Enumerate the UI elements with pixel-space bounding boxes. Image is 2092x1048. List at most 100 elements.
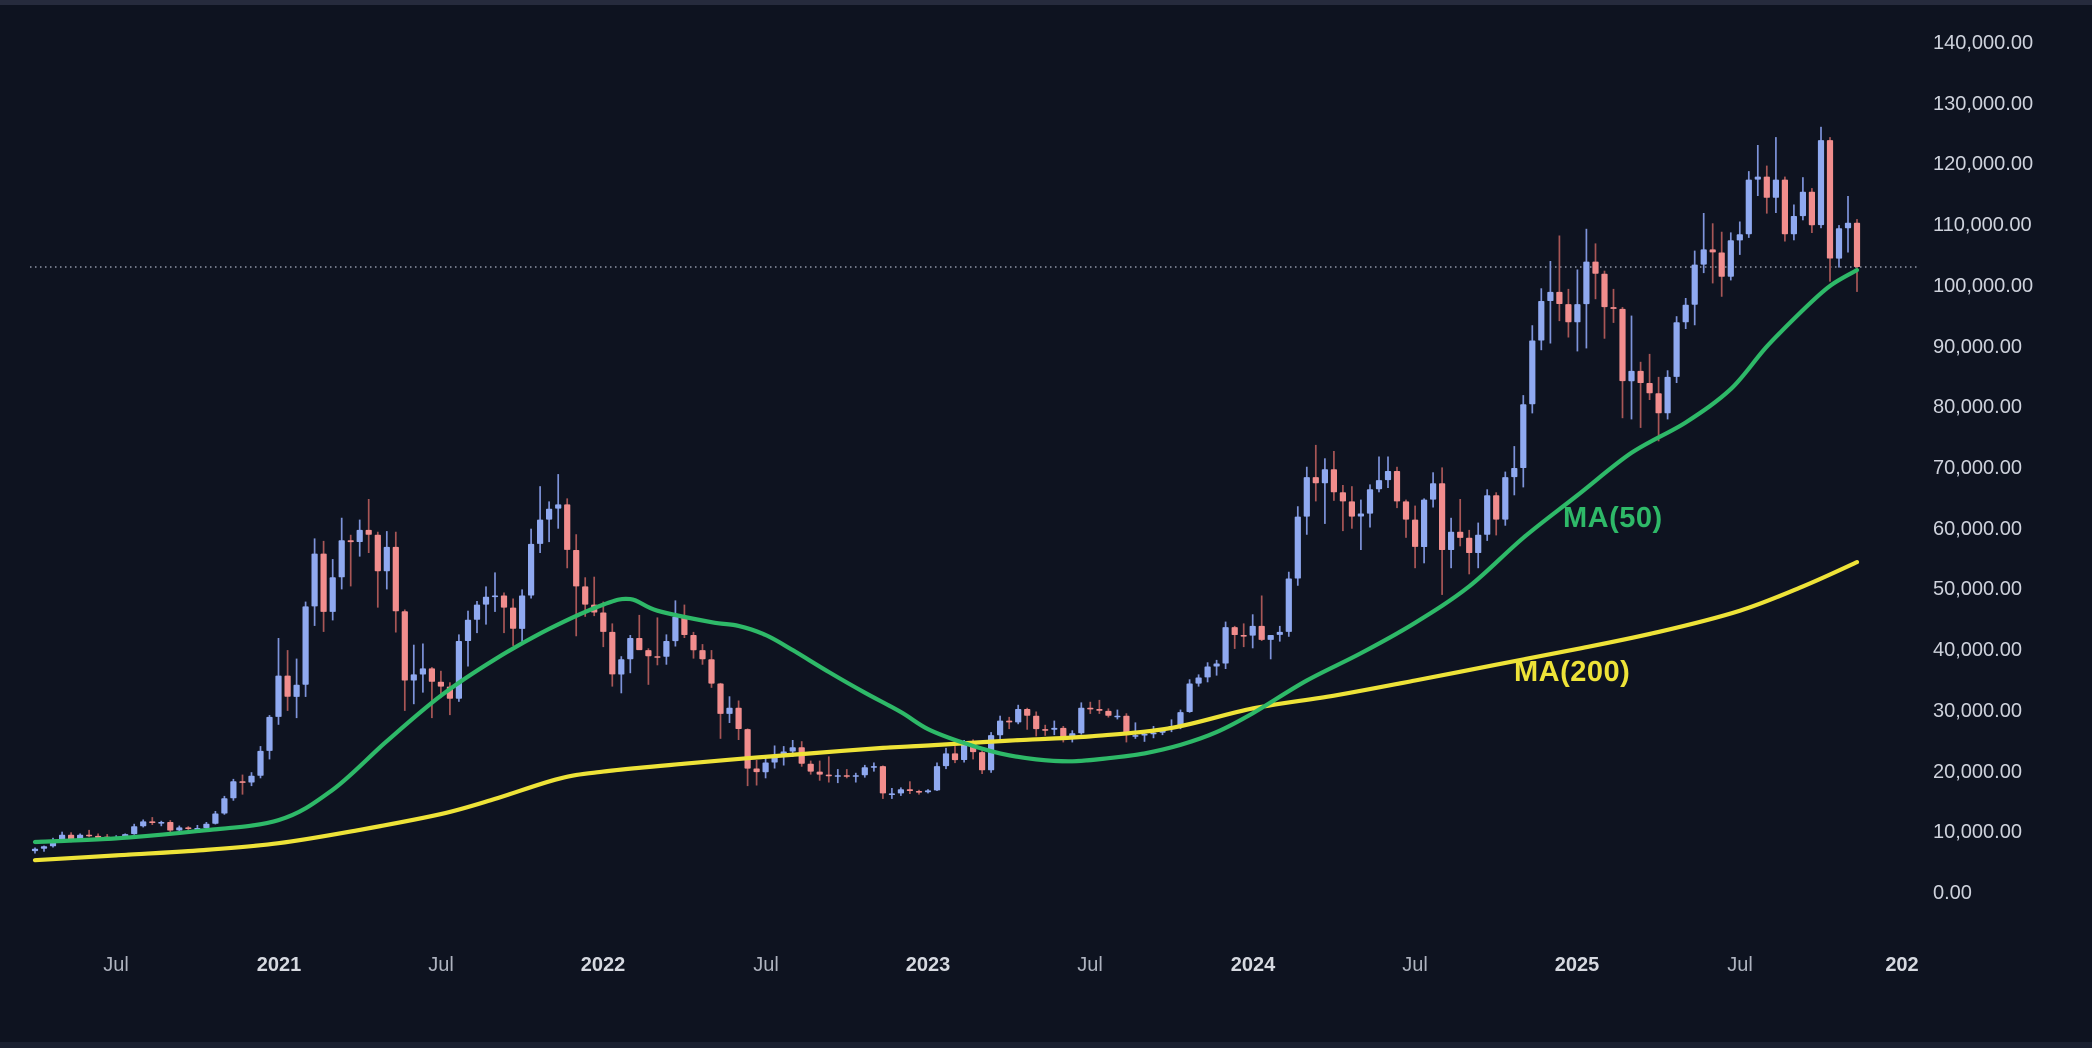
candle[interactable]	[1673, 316, 1680, 383]
candle[interactable]	[897, 787, 904, 796]
candle[interactable]	[131, 823, 138, 835]
price-axis[interactable]: 140,000.00 130,000.00 120,000.00 110,000.00…	[1920, 0, 2092, 940]
candle[interactable]	[1592, 243, 1599, 300]
candle[interactable]	[717, 682, 724, 739]
candle[interactable]	[1502, 471, 1509, 526]
candle[interactable]	[1276, 625, 1283, 642]
candle[interactable]	[482, 586, 490, 625]
candle[interactable]	[1303, 466, 1310, 535]
candle[interactable]	[1826, 137, 1834, 282]
candle[interactable]	[1466, 529, 1473, 575]
candle[interactable]	[1114, 709, 1121, 720]
candle[interactable]	[455, 634, 462, 702]
candle[interactable]	[690, 631, 697, 659]
candle[interactable]	[491, 572, 499, 612]
candle[interactable]	[1240, 623, 1247, 648]
candle[interactable]	[609, 623, 616, 687]
candle[interactable]	[329, 559, 336, 621]
candlestick-series[interactable]	[31, 126, 1861, 854]
candle[interactable]	[1439, 467, 1446, 595]
candle[interactable]	[248, 772, 255, 787]
candle[interactable]	[31, 847, 39, 854]
candle[interactable]	[888, 788, 895, 799]
candle[interactable]	[1484, 489, 1491, 541]
candle[interactable]	[40, 845, 48, 852]
candle[interactable]	[807, 760, 814, 775]
candle[interactable]	[1493, 492, 1500, 536]
candle[interactable]	[951, 746, 959, 764]
candle[interactable]	[600, 601, 607, 648]
candle[interactable]	[1754, 145, 1761, 196]
candle[interactable]	[1790, 204, 1797, 241]
candle[interactable]	[663, 634, 670, 665]
candle[interactable]	[1087, 701, 1094, 714]
candle[interactable]	[1772, 137, 1779, 213]
candle[interactable]	[1186, 679, 1193, 713]
candle[interactable]	[500, 592, 508, 634]
candle[interactable]	[401, 609, 408, 711]
candle[interactable]	[86, 829, 93, 838]
candle[interactable]	[1628, 315, 1635, 420]
candle[interactable]	[1123, 713, 1130, 743]
candle[interactable]	[573, 534, 580, 637]
candle[interactable]	[1384, 456, 1392, 489]
candle[interactable]	[1700, 213, 1707, 274]
candle[interactable]	[645, 648, 652, 685]
candle[interactable]	[1042, 724, 1049, 736]
candle[interactable]	[753, 760, 760, 786]
time-axis[interactable]: Jul 2021 Jul 2022 Jul 2023 Jul 2024 Jul 2025 Jul 20…	[0, 944, 1920, 986]
candle[interactable]	[762, 756, 769, 779]
candle[interactable]	[464, 610, 472, 667]
candle[interactable]	[1375, 456, 1383, 493]
candle[interactable]	[1024, 707, 1031, 730]
candle[interactable]	[356, 519, 363, 557]
candle[interactable]	[1538, 288, 1545, 351]
candle[interactable]	[1249, 614, 1256, 649]
candle[interactable]	[266, 715, 273, 760]
candle[interactable]	[672, 600, 679, 647]
candle[interactable]	[726, 696, 733, 723]
candle[interactable]	[699, 644, 706, 665]
candle[interactable]	[212, 811, 219, 825]
candle[interactable]	[1520, 395, 1527, 488]
candle[interactable]	[1357, 499, 1364, 550]
candle[interactable]	[230, 778, 237, 801]
candle[interactable]	[1646, 353, 1653, 400]
candle[interactable]	[1727, 232, 1734, 281]
candle[interactable]	[915, 789, 923, 795]
candle[interactable]	[311, 538, 318, 626]
candle[interactable]	[1421, 498, 1428, 564]
candle[interactable]	[1204, 662, 1211, 683]
candle[interactable]	[1393, 466, 1401, 509]
candle[interactable]	[852, 772, 859, 783]
candle[interactable]	[1448, 517, 1455, 569]
candle[interactable]	[1475, 522, 1482, 569]
candle[interactable]	[1412, 505, 1419, 569]
candle[interactable]	[383, 531, 390, 590]
candle[interactable]	[1619, 307, 1626, 419]
candle[interactable]	[347, 534, 354, 587]
candle[interactable]	[627, 635, 634, 674]
candle[interactable]	[1763, 165, 1770, 214]
candle[interactable]	[1051, 720, 1058, 736]
candle[interactable]	[1348, 486, 1355, 529]
candle[interactable]	[979, 750, 986, 774]
candle[interactable]	[564, 498, 571, 569]
candle[interactable]	[618, 656, 625, 694]
candle[interactable]	[1457, 499, 1464, 547]
candle[interactable]	[546, 501, 553, 543]
candle[interactable]	[1258, 595, 1265, 642]
candle[interactable]	[1583, 228, 1590, 349]
candle[interactable]	[870, 762, 877, 772]
candle[interactable]	[1610, 288, 1617, 323]
candle[interactable]	[158, 820, 165, 827]
candle[interactable]	[1321, 458, 1328, 524]
candle[interactable]	[410, 644, 417, 705]
candle[interactable]	[1231, 625, 1238, 649]
candle[interactable]	[473, 601, 481, 634]
candle[interactable]	[221, 795, 228, 815]
candle[interactable]	[816, 760, 823, 781]
candle[interactable]	[1844, 196, 1852, 253]
